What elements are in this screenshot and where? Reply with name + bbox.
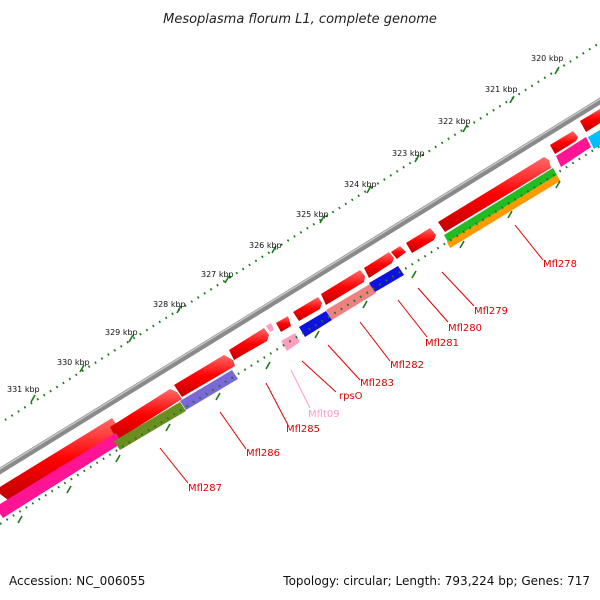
inner-scale: [0, 145, 600, 525]
genome-summary-text: Topology: circular; Length: 793,224 bp; …: [283, 574, 590, 588]
gene-forward: [110, 389, 182, 440]
gene-labels: Mfl278 Mfl279 Mfl280 Mfl281 Mfl282 Mfl28…: [188, 259, 577, 494]
gene-label: rpsO: [339, 391, 363, 402]
scale-tick: 320 kbp: [531, 54, 564, 75]
tick-label: 327 kbp: [201, 270, 234, 279]
tick-label: 329 kbp: [105, 328, 138, 337]
feature-cyan: [588, 129, 600, 149]
reverse-strand: [0, 129, 600, 518]
feature-orange: [447, 175, 560, 248]
scale-tick: 328 kbp: [153, 300, 186, 314]
scale-tick: 325 kbp: [296, 210, 329, 224]
gene-forward: [391, 246, 406, 259]
tick-label: 330 kbp: [57, 358, 90, 367]
gene-forward: [550, 131, 578, 154]
accession-text: Accession: NC_006055: [9, 574, 146, 588]
feature-green: [444, 168, 557, 242]
tick-label: 320 kbp: [531, 54, 564, 63]
tick-label: 321 kbp: [485, 85, 518, 94]
map-title: Mesoplasma florum L1, complete genome: [163, 12, 437, 27]
gene-forward: [229, 328, 269, 360]
gene-forward: [406, 228, 436, 253]
label-leaders: [159, 224, 544, 484]
feature-salmon: [326, 284, 376, 320]
backbone: [0, 97, 600, 475]
gene-forward: [580, 109, 600, 132]
scale-tick: 326 kbp: [249, 241, 282, 254]
tick-label: 328 kbp: [153, 300, 186, 309]
gene-label: Mfl278: [543, 259, 577, 270]
gene-label: Mfl283: [360, 378, 394, 389]
scale-tick: 329 kbp: [105, 328, 138, 343]
gene-label: Mfl285: [286, 424, 320, 435]
gene-forward: [266, 323, 274, 332]
gene-forward: [364, 252, 394, 278]
gene-label: Mfl281: [425, 338, 459, 349]
gene-label: Mfl282: [390, 360, 424, 371]
scale-tick: 323 kbp: [392, 149, 425, 163]
tick-label: 331 kbp: [7, 385, 40, 394]
gene-reverse: [556, 137, 591, 167]
scale-dots: [4, 43, 599, 421]
gene-reverse: [0, 433, 122, 518]
gene-forward: [321, 270, 365, 305]
scale-ticks: 320 kbp 321 kbp 322 kbp 323 kbp 324 kbp …: [7, 54, 564, 403]
gene-forward: [0, 418, 125, 500]
feature-purple: [180, 370, 238, 410]
feature-blue: [369, 266, 404, 292]
gene-label: Mfl279: [474, 306, 508, 317]
gene-label: Mfl280: [448, 323, 482, 334]
scale-tick: 331 kbp: [7, 385, 40, 403]
gene-forward: [438, 157, 551, 232]
scale-tick: 327 kbp: [201, 270, 234, 284]
scale-tick: 330 kbp: [57, 358, 90, 373]
tick-label: 326 kbp: [249, 241, 282, 250]
gene-label: Mflt09: [308, 409, 340, 420]
scale-tick: 324 kbp: [344, 180, 377, 194]
tick-label: 323 kbp: [392, 149, 425, 158]
forward-strand: [0, 109, 600, 500]
tick-label: 324 kbp: [344, 180, 377, 189]
gene-forward: [293, 297, 322, 321]
gene-label: Mfl287: [188, 483, 222, 494]
tick-label: 322 kbp: [438, 117, 471, 126]
tick-label: 325 kbp: [296, 210, 329, 219]
gene-forward: [276, 316, 291, 332]
gene-forward: [174, 355, 235, 397]
scale-tick: 322 kbp: [438, 117, 471, 133]
scale-tick: 321 kbp: [485, 85, 518, 104]
feature-olive: [114, 402, 186, 450]
gene-label: Mfl286: [246, 448, 280, 459]
